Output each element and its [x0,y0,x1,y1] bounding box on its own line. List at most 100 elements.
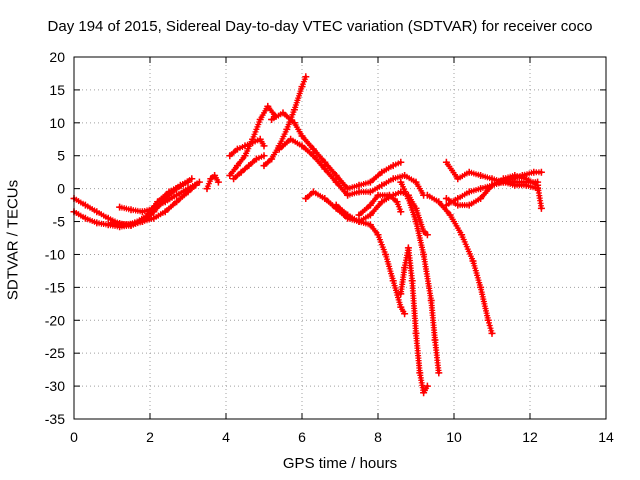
y-tick-label: -30 [45,378,65,394]
data-point [245,162,253,170]
data-point [412,178,420,186]
data-point [446,211,454,219]
data-point [420,227,428,235]
data-point [298,142,306,150]
data-point [154,198,162,206]
data-point [344,211,352,219]
data-point [188,175,196,183]
data-point [454,201,462,209]
data-point [150,214,158,222]
data-point [423,191,431,199]
data-point [203,185,211,193]
y-tick-label: 0 [57,181,65,197]
data-point [477,195,485,202]
grid-lines [74,57,606,419]
data-point [397,290,405,298]
data-point [366,201,374,209]
data-point [104,214,112,222]
data-point [420,251,428,258]
data-point [165,188,173,196]
data-point [477,283,485,291]
data-point [131,219,139,227]
series-arc-15 [355,191,405,219]
data-point [488,181,496,189]
data-point [233,145,241,153]
data-point [435,369,443,377]
data-point [309,188,317,196]
y-tick-label: -20 [45,312,65,328]
y-tick-label: 10 [49,115,65,131]
data-point [332,201,340,209]
data-point [420,389,428,397]
plot-frame [73,56,607,420]
data-point [279,109,287,117]
data-point [161,208,169,216]
data-point [237,168,245,176]
x-tick-label: 8 [374,429,382,445]
data-point [378,198,386,206]
series-arc-5 [203,172,222,193]
data-point [138,208,146,216]
data-point [321,195,329,202]
data-point [268,116,276,123]
data-point [427,297,435,304]
data-point [256,116,264,123]
data-point [290,119,298,127]
data-point [260,152,268,160]
data-point [298,132,306,140]
series-arc-13 [332,188,431,239]
data-point [214,178,222,186]
data-point [408,277,416,285]
data-point [496,178,504,186]
data-point [435,198,443,206]
data-point [401,264,409,272]
data-point [211,172,219,179]
data-point [207,175,215,183]
data-point [344,191,352,199]
data-point [298,83,306,91]
data-point [412,329,420,337]
data-point [397,208,405,216]
data-point [81,214,89,222]
data-point [184,185,192,193]
data-point [332,178,340,186]
data-point [366,178,374,186]
data-point [366,188,374,196]
data-point [302,195,310,202]
y-tick-label: 20 [49,49,65,65]
series-arc-10 [268,109,405,193]
data-point [378,181,386,189]
data-point [477,185,485,193]
data-point [389,162,397,170]
y-tick-label: -10 [45,246,65,262]
data-point [522,175,530,183]
data-point [423,231,431,239]
data-point [309,152,317,160]
x-tick-label: 12 [522,429,538,445]
data-point [511,181,519,189]
data-point [241,142,249,150]
data-point [412,218,420,225]
series-line [304,190,407,316]
data-point [458,231,466,239]
data-point [173,191,181,199]
data-point [522,181,530,189]
data-point [249,139,257,147]
data-point [469,257,477,265]
data-point [264,102,272,110]
data-point [283,125,291,133]
data-point [401,172,409,179]
data-point [397,158,405,166]
series-arc-17 [423,191,496,337]
data-point [423,382,431,390]
x-tick-label: 10 [446,429,462,445]
data-point [393,198,401,206]
data-point [530,168,538,176]
data-point [252,155,260,163]
data-point [442,195,450,202]
series-arc-12 [302,188,409,318]
data-point [442,158,450,166]
data-point [233,162,241,170]
series-arc-8 [230,152,268,183]
data-point [534,185,542,193]
